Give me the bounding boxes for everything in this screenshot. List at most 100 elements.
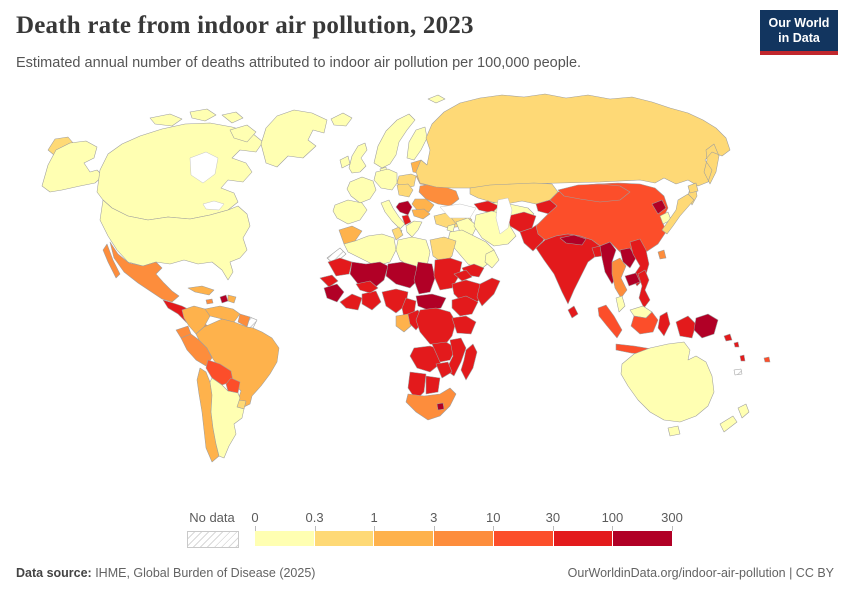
region-chad[interactable] <box>413 261 436 295</box>
region-serbia-bosnia[interactable] <box>395 200 413 216</box>
legend-bin[interactable] <box>374 531 435 546</box>
region-north-korea[interactable] <box>651 199 667 215</box>
legend-bin[interactable] <box>493 531 554 546</box>
region-cambodia[interactable] <box>624 272 641 287</box>
region-jamaica[interactable] <box>205 298 214 305</box>
region-france[interactable] <box>346 176 377 204</box>
region-tunisia[interactable] <box>391 226 404 241</box>
region-svalbard[interactable] <box>427 94 446 104</box>
region-burkina-faso[interactable] <box>355 280 379 294</box>
legend-color-bar[interactable] <box>255 531 673 546</box>
region-iceland[interactable] <box>330 112 353 127</box>
region-botswana[interactable] <box>425 375 441 395</box>
region-sri-lanka[interactable] <box>567 305 579 319</box>
region-mongolia[interactable] <box>557 183 631 203</box>
region-greece[interactable] <box>405 220 423 238</box>
region-south-africa[interactable] <box>405 387 457 421</box>
region-indonesia-sumatra[interactable] <box>597 304 623 339</box>
region-taiwan[interactable] <box>657 249 667 260</box>
owid-logo[interactable]: Our World in Data <box>760 10 838 55</box>
region-norway-sweden[interactable] <box>373 113 416 169</box>
region-finland[interactable] <box>406 126 428 161</box>
region-cuba[interactable] <box>187 285 215 296</box>
region-venezuela[interactable] <box>204 305 241 323</box>
region-senegal-gambia[interactable] <box>319 274 339 288</box>
region-czech-hungary[interactable] <box>396 183 414 198</box>
region-guinea-sierra-leone[interactable] <box>323 283 345 303</box>
region-angola[interactable] <box>409 345 443 373</box>
region-morocco[interactable] <box>338 225 363 245</box>
region-peru[interactable] <box>180 333 213 367</box>
region-papua-new-guinea[interactable] <box>693 313 719 339</box>
legend-no-data-swatch[interactable] <box>187 531 239 548</box>
region-germany-central-europe[interactable] <box>373 168 398 191</box>
legend-tick-mark <box>552 526 554 531</box>
region-dominican-republic[interactable] <box>227 294 237 304</box>
region-zimbabwe[interactable] <box>435 361 453 379</box>
region-new-caledonia[interactable] <box>733 368 743 376</box>
region-mozambique-malawi[interactable] <box>445 337 467 377</box>
region-tasmania[interactable] <box>667 425 681 437</box>
region-gabon-eq-guinea[interactable] <box>395 313 413 333</box>
region-arctic-island-3[interactable] <box>221 111 244 124</box>
region-sudan[interactable] <box>433 257 463 291</box>
hudson-bay <box>189 151 219 184</box>
region-borneo-indonesia[interactable] <box>630 311 659 335</box>
region-baffin[interactable] <box>229 124 257 143</box>
region-tanzania[interactable] <box>451 315 477 335</box>
region-iberia[interactable] <box>332 199 368 225</box>
black-sea <box>439 203 477 219</box>
region-ghana-togo-benin[interactable] <box>361 290 382 311</box>
region-bulgaria[interactable] <box>411 208 431 220</box>
legend-tick-mark <box>374 526 376 531</box>
owid-link[interactable]: OurWorldinData.org/indoor-air-pollution … <box>567 566 834 580</box>
region-haiti[interactable] <box>219 294 229 304</box>
region-albania-macedonia[interactable] <box>401 214 412 226</box>
region-somalia[interactable] <box>476 277 501 307</box>
region-malaysia-peninsula[interactable] <box>615 295 626 313</box>
world-choropleth-map <box>41 93 771 463</box>
region-thailand[interactable] <box>611 257 628 299</box>
region-uganda-kenya[interactable] <box>451 295 479 317</box>
legend-bin[interactable] <box>255 531 315 546</box>
legend-tick-mark <box>672 526 673 531</box>
region-solomon-islands[interactable] <box>723 333 740 348</box>
region-caucasus[interactable] <box>473 200 500 214</box>
region-romania[interactable] <box>411 198 435 213</box>
legend-bin[interactable] <box>553 531 614 546</box>
region-japan[interactable] <box>661 182 699 235</box>
region-laos[interactable] <box>619 247 637 269</box>
region-nepal[interactable] <box>559 234 587 246</box>
region-australia[interactable] <box>620 341 715 423</box>
legend-bin[interactable] <box>613 531 673 546</box>
region-central-african-republic[interactable] <box>415 293 447 311</box>
region-india[interactable] <box>535 233 601 305</box>
region-kazakhstan[interactable] <box>469 182 559 205</box>
region-lesotho[interactable] <box>436 402 445 411</box>
region-indonesia-papua[interactable] <box>675 315 697 339</box>
region-sulawesi[interactable] <box>657 311 671 337</box>
legend-tick-label: 300 <box>661 510 683 525</box>
legend-bin[interactable] <box>434 531 494 546</box>
region-new-zealand[interactable] <box>719 403 750 433</box>
region-ireland[interactable] <box>339 155 351 169</box>
region-eritrea-djibouti[interactable] <box>453 269 473 282</box>
region-mexico[interactable] <box>102 241 180 303</box>
legend-bin[interactable] <box>314 531 375 546</box>
region-liberia-cote-divoire[interactable] <box>339 293 363 311</box>
region-madagascar[interactable] <box>460 343 478 381</box>
region-arctic-island-2[interactable] <box>189 108 217 122</box>
region-argentina[interactable] <box>209 377 245 459</box>
region-alaska[interactable] <box>41 140 104 193</box>
region-drc[interactable] <box>415 307 457 347</box>
region-mauritania[interactable] <box>327 257 353 277</box>
region-egypt[interactable] <box>429 236 457 265</box>
region-vanuatu[interactable] <box>739 354 746 362</box>
data-source-note: Data source: IHME, Global Burden of Dise… <box>16 566 315 580</box>
region-greenland[interactable] <box>260 109 328 168</box>
region-uk[interactable] <box>348 142 368 174</box>
region-oman[interactable] <box>484 249 500 269</box>
region-philippines[interactable] <box>637 269 651 309</box>
region-arctic-island-1[interactable] <box>149 113 183 127</box>
region-fiji[interactable] <box>763 356 771 363</box>
